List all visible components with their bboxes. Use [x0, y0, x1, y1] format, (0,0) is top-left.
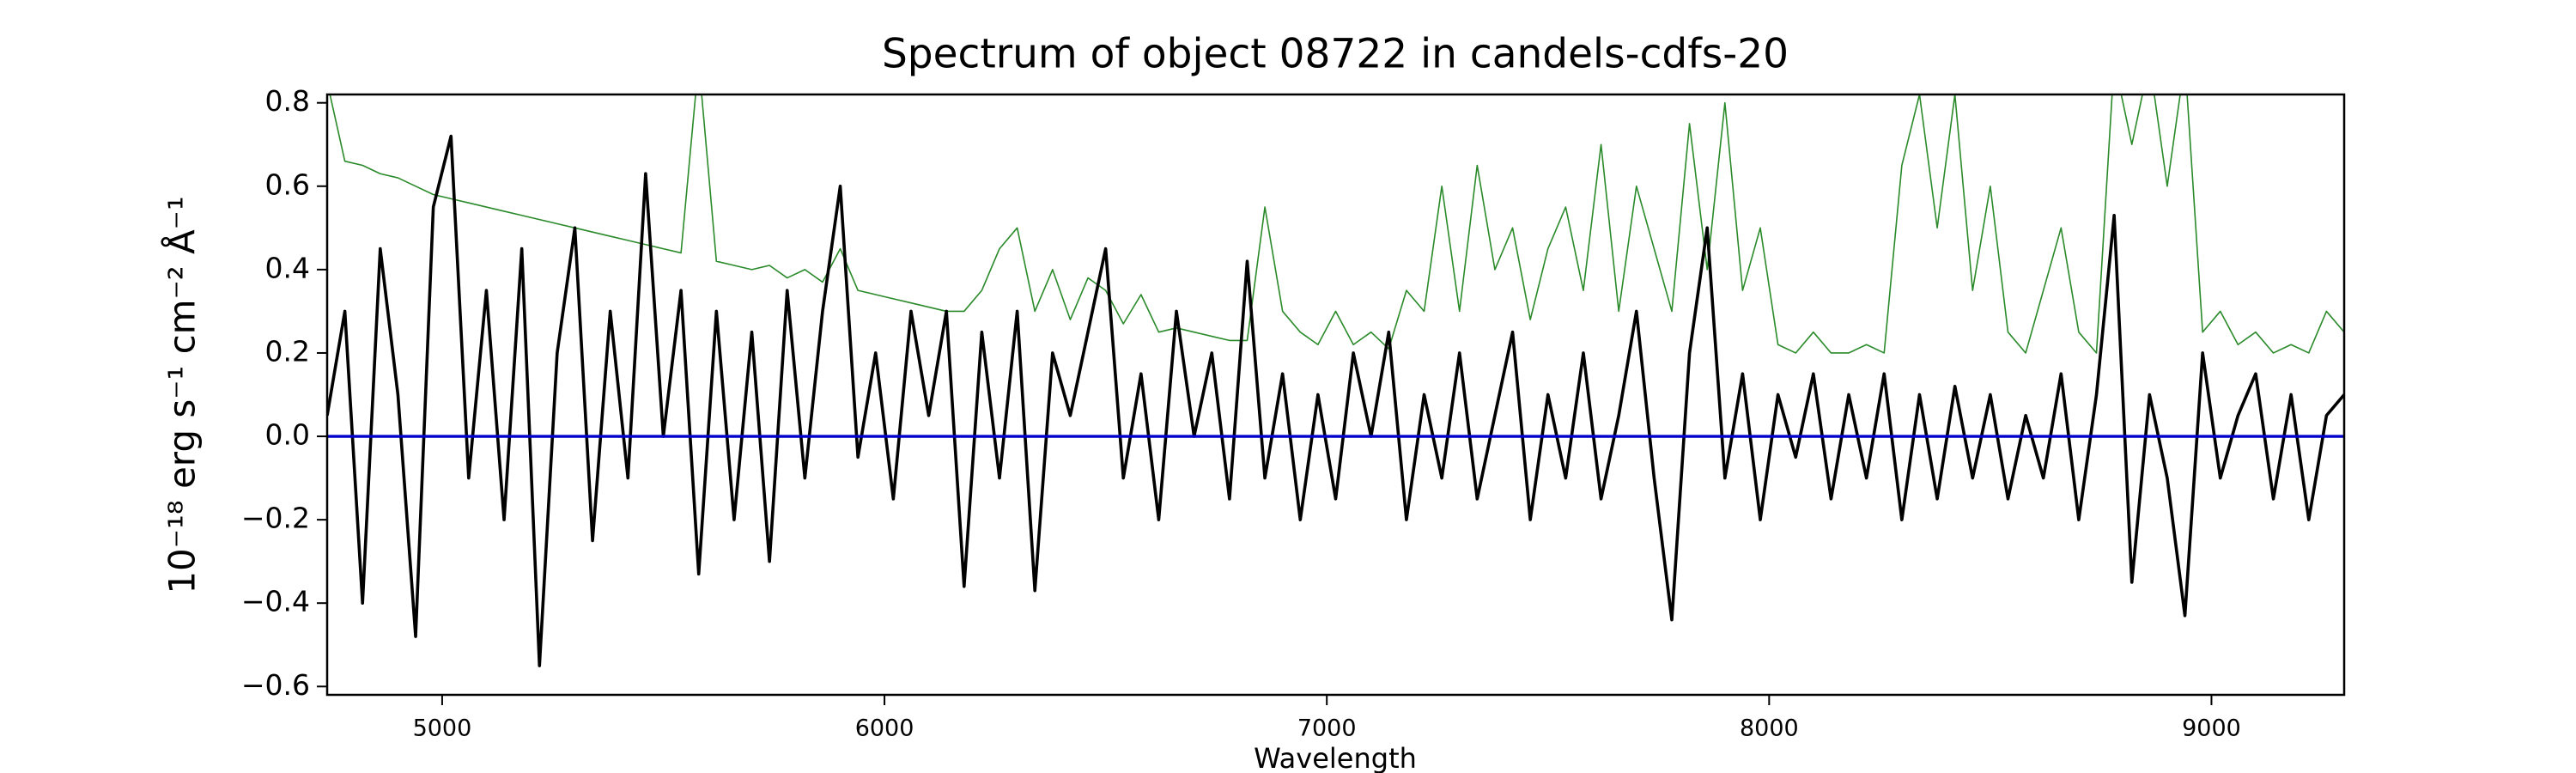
y-tick-label: 0.4	[265, 251, 310, 284]
y-tick-label: −0.6	[241, 668, 310, 702]
spectrum-line	[329, 94, 2344, 354]
y-tick-label: 0.0	[265, 418, 310, 452]
y-axis-label: 10⁻¹⁸ erg s⁻¹ cm⁻² Å⁻¹	[161, 196, 204, 593]
plot-area	[327, 94, 2344, 667]
x-tick-label: 7000	[1297, 715, 1357, 742]
x-tick-label: 5000	[413, 715, 472, 742]
spectrum-line	[327, 134, 2344, 667]
x-tick-label: 9000	[2182, 715, 2241, 742]
y-tick-label: −0.4	[241, 585, 310, 618]
x-axis-label: Wavelength	[1254, 742, 1417, 773]
y-tick-label: −0.2	[241, 502, 310, 535]
y-tick-label: 0.2	[265, 334, 310, 368]
axes-frame	[325, 93, 2346, 697]
x-tick-label: 6000	[855, 715, 914, 742]
y-tick-label: 0.6	[265, 167, 310, 201]
y-tick-label: 0.8	[265, 84, 310, 118]
x-tick-label: 8000	[1740, 715, 1799, 742]
chart-title: Spectrum of object 08722 in candels-cdfs…	[882, 31, 1789, 78]
